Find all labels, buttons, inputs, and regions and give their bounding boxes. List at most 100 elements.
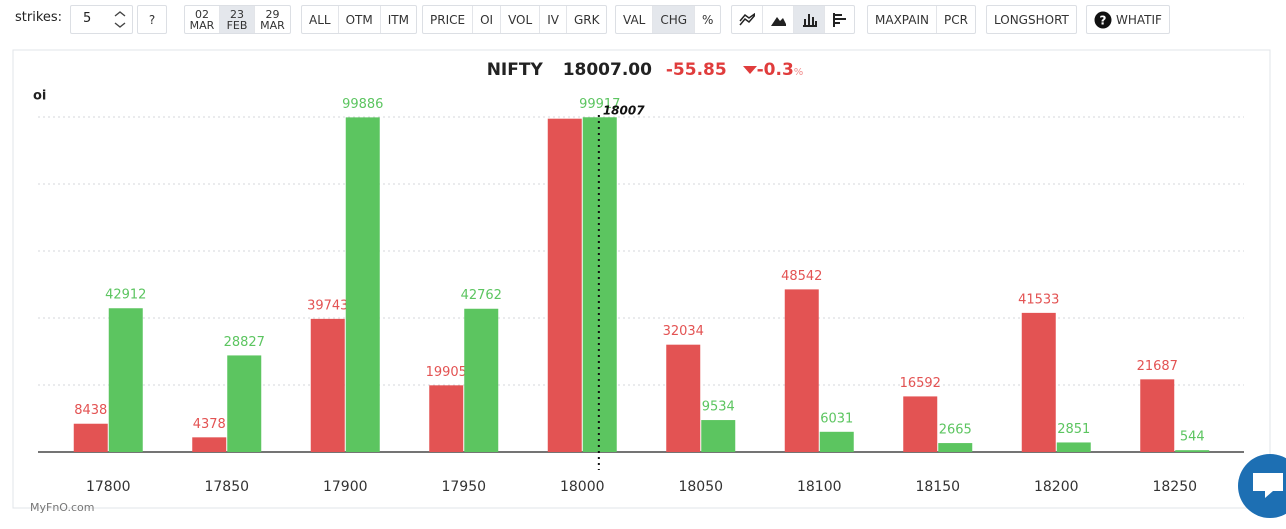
bar <box>1021 312 1056 452</box>
help-text: ? <box>148 12 156 27</box>
value-label: 99886 <box>342 97 383 112</box>
change-pct: -0.3 <box>756 60 794 80</box>
area-icon[interactable] <box>763 6 794 33</box>
metric-button[interactable]: VOL <box>501 6 541 33</box>
x-tick-label: 18150 <box>915 479 960 495</box>
expiry-day: 02 <box>195 7 209 21</box>
bar <box>464 308 499 452</box>
down-arrow <box>742 66 757 74</box>
strikes-input[interactable]: 5 <box>70 5 133 34</box>
whatif-button[interactable]: ? WHATIF <box>1087 6 1169 33</box>
whatif-group: ? WHATIF <box>1086 5 1170 34</box>
x-tick-label: 18250 <box>1152 479 1197 495</box>
expiry-button[interactable]: 23 FEB <box>220 6 255 33</box>
expiry-day: 29 <box>265 7 280 21</box>
x-tick-label: 17900 <box>323 479 368 495</box>
x-tick-label: 18050 <box>678 479 723 495</box>
price: 18007.00 <box>562 60 652 80</box>
line-icon[interactable] <box>732 6 763 33</box>
value-label: 4378 <box>193 417 226 432</box>
longshort-group: LONGSHORT <box>986 5 1077 34</box>
x-tick-label: 17850 <box>204 479 249 495</box>
metric-button[interactable]: GRK <box>573 12 600 27</box>
bar <box>938 443 973 452</box>
bar <box>227 355 262 452</box>
metric-button[interactable]: OI <box>473 6 502 33</box>
expiry-month: MAR <box>260 18 285 32</box>
filter-button[interactable]: OTM <box>339 6 381 33</box>
expiry-month: MAR <box>189 18 215 32</box>
filter-button[interactable]: ALL <box>302 6 339 33</box>
expiry-button[interactable]: 02 MAR <box>185 6 220 33</box>
filter-button[interactable]: ITM <box>387 12 409 27</box>
mode-button[interactable]: VAL <box>616 6 654 33</box>
pct-sign: % <box>793 67 804 78</box>
value-label: 39743 <box>307 298 348 313</box>
mode-button[interactable]: % <box>702 12 714 27</box>
value-label: 6031 <box>820 411 853 426</box>
value-label: 544 <box>1180 430 1205 445</box>
filter-group: ALL OTM ITM <box>301 5 417 34</box>
bar <box>784 289 819 452</box>
bar <box>666 344 701 452</box>
value-label: 28827 <box>224 335 265 350</box>
bar <box>345 117 380 452</box>
metric-group: PRICE OI VOL IV GRK <box>422 5 608 34</box>
bar <box>547 118 582 453</box>
x-tick-label: 18200 <box>1034 479 1079 495</box>
bar <box>819 431 854 452</box>
symbol: NIFTY <box>486 60 543 80</box>
metric-button[interactable]: PRICE <box>423 6 474 33</box>
tools-group: MAXPAIN PCR <box>867 5 976 34</box>
x-tick-label: 18000 <box>560 479 605 495</box>
bar <box>1140 379 1175 452</box>
value-label: 42912 <box>105 288 146 303</box>
strikes-value: 5 <box>83 11 92 26</box>
value-label: 2851 <box>1057 422 1090 437</box>
chat-button[interactable] <box>1238 454 1286 518</box>
bar <box>310 318 345 452</box>
strikes-label: strikes: <box>15 10 63 25</box>
tool-button[interactable]: PCR <box>943 12 968 27</box>
chart-panel <box>12 49 1271 509</box>
bar-icon[interactable] <box>794 6 825 33</box>
spinner[interactable] <box>108 6 132 33</box>
bar <box>108 308 143 452</box>
quote-header: NIFTY 18007.00 -55.85 -0.3% <box>0 60 1286 80</box>
longshort-button[interactable]: LONGSHORT <box>994 12 1069 27</box>
tool-button[interactable]: MAXPAIN <box>868 6 937 33</box>
x-tick-label: 17950 <box>441 479 486 495</box>
y-axis-label: oi <box>33 89 46 104</box>
hbar-icon[interactable] <box>825 6 854 33</box>
help-button[interactable]: ? <box>137 5 167 34</box>
value-label: 42762 <box>461 288 502 303</box>
value-label: 16592 <box>900 376 941 391</box>
bar <box>73 423 108 452</box>
expiry-button[interactable]: 29 MAR <box>255 6 290 33</box>
change: -55.85 <box>665 60 727 80</box>
mode-button[interactable]: CHG <box>653 6 696 33</box>
metric-button[interactable]: IV <box>540 6 567 33</box>
value-label: 2665 <box>939 423 972 438</box>
bar <box>1175 450 1210 452</box>
value-label: 9534 <box>702 400 735 415</box>
bar <box>429 385 464 452</box>
bar <box>701 420 736 452</box>
x-tick-label: 18100 <box>797 479 842 495</box>
whatif-text: WHATIF <box>1116 12 1162 27</box>
spot-label: 18007 <box>603 104 645 118</box>
bar <box>903 396 938 452</box>
value-label: 48542 <box>781 269 822 284</box>
bar <box>192 437 227 452</box>
chart-type-group <box>731 5 855 34</box>
value-label: 19905 <box>426 365 467 380</box>
svg-text:?: ? <box>1100 13 1107 27</box>
value-label: 99917 <box>579 97 620 112</box>
bar <box>1056 442 1091 452</box>
expiry-month: FEB <box>226 18 248 32</box>
x-tick-label: 17800 <box>86 479 131 495</box>
expiry-day: 23 <box>230 7 244 21</box>
value-label: 21687 <box>1137 359 1178 374</box>
mode-group: VAL CHG% <box>615 5 722 34</box>
